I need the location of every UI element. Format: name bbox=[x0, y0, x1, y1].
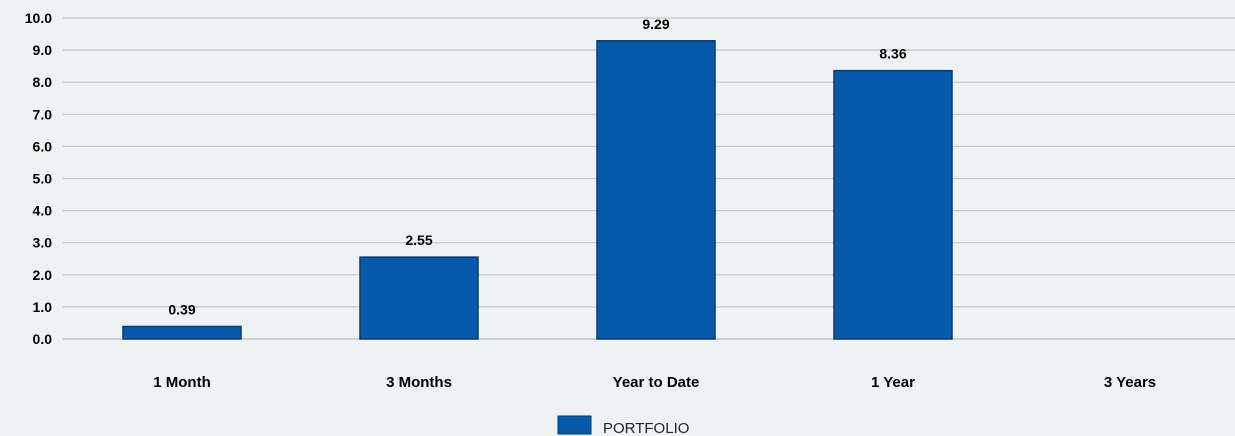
y-tick-label: 6.0 bbox=[33, 138, 53, 154]
x-category-label: 1 Month bbox=[153, 374, 211, 391]
bars bbox=[122, 40, 953, 340]
data-label: 8.36 bbox=[879, 46, 906, 62]
y-tick-label: 7.0 bbox=[33, 106, 53, 122]
y-tick-label: 8.0 bbox=[33, 74, 53, 90]
y-tick-label: 5.0 bbox=[33, 171, 53, 187]
legend: PORTFOLIO bbox=[557, 415, 689, 436]
bar bbox=[596, 40, 716, 340]
data-label: 0.39 bbox=[168, 301, 195, 317]
x-category-label: 3 Months bbox=[386, 374, 452, 391]
bar bbox=[122, 325, 242, 340]
y-tick-label: 1.0 bbox=[33, 299, 53, 315]
bar bbox=[833, 69, 953, 340]
y-tick-label: 3.0 bbox=[33, 235, 53, 251]
y-tick-label: 10.0 bbox=[25, 10, 52, 26]
data-label: 2.55 bbox=[405, 232, 432, 248]
x-axis-categories: 1 Month 3 Months Year to Date 1 Year 3 Years bbox=[153, 374, 1156, 391]
legend-swatch-portfolio bbox=[557, 415, 592, 435]
bar bbox=[359, 256, 479, 340]
x-category-label: 3 Years bbox=[1104, 374, 1156, 391]
x-category-label: 1 Year bbox=[871, 374, 915, 391]
x-category-label: Year to Date bbox=[613, 374, 700, 391]
legend-label-portfolio: PORTFOLIO bbox=[603, 420, 689, 436]
data-label: 9.29 bbox=[642, 16, 669, 32]
y-tick-label: 4.0 bbox=[33, 203, 53, 219]
y-tick-label: 9.0 bbox=[33, 42, 53, 58]
y-tick-label: 2.0 bbox=[33, 267, 53, 283]
y-axis-ticks: 0.0 1.0 2.0 3.0 4.0 5.0 6.0 7.0 8.0 9.0 10.0 bbox=[25, 10, 52, 347]
data-labels: 0.39 2.55 9.29 8.36 bbox=[168, 16, 906, 318]
y-tick-label: 0.0 bbox=[33, 331, 53, 347]
